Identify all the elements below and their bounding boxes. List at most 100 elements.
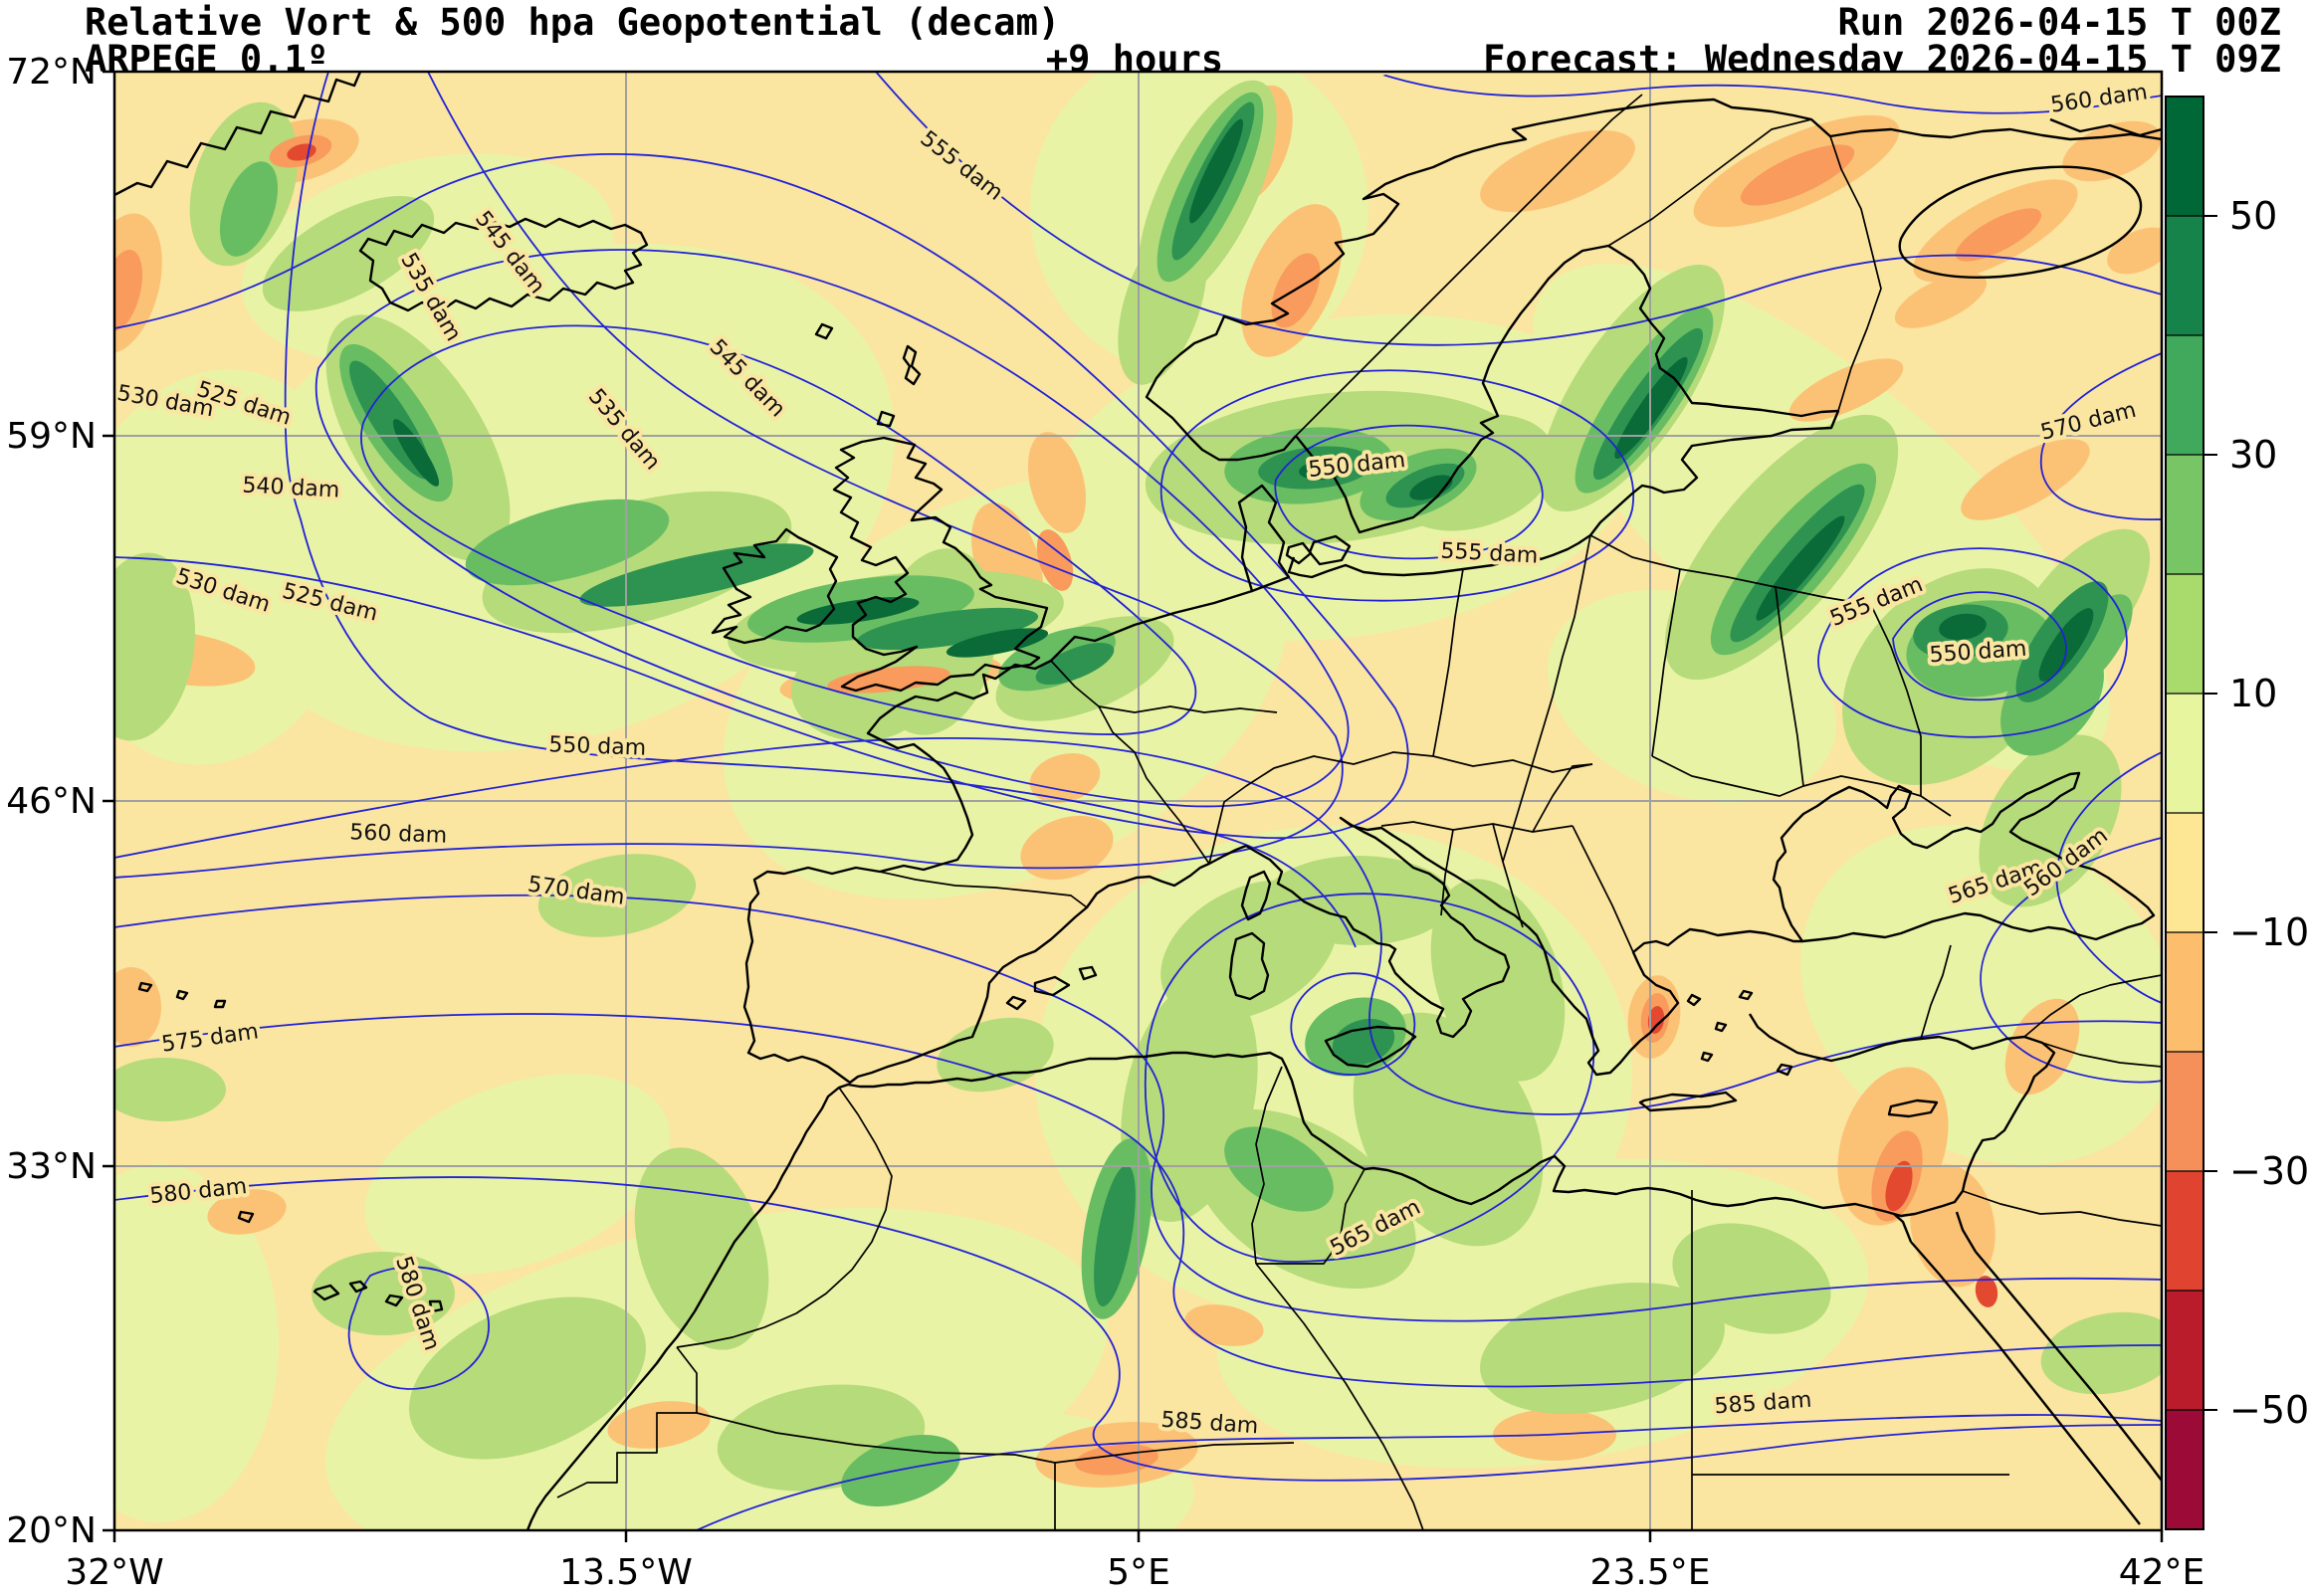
coastline bbox=[1776, 1063, 1793, 1077]
coastline bbox=[814, 322, 834, 340]
contour-label: 560 dam bbox=[349, 820, 448, 848]
lat-tick-label: 20°N bbox=[6, 1510, 97, 1551]
geopotential-contour bbox=[347, 1266, 490, 1390]
geopotential-contour bbox=[360, 324, 1197, 735]
coastline bbox=[1078, 965, 1098, 981]
colorbar-tick-label: 50 bbox=[2229, 194, 2277, 238]
country-border bbox=[1208, 751, 1434, 865]
vorticity-blob bbox=[1036, 529, 1074, 591]
country-border bbox=[556, 1346, 698, 1498]
colorbar-segment bbox=[2166, 1171, 2204, 1292]
vorticity-blob bbox=[219, 161, 279, 257]
vorticity-blob bbox=[1672, 1223, 1831, 1334]
vorticity-blob bbox=[1756, 515, 1845, 621]
coastline bbox=[384, 1294, 404, 1307]
country-border bbox=[1829, 135, 1882, 412]
country-border bbox=[1572, 825, 1634, 953]
geopotential-contour bbox=[315, 249, 1350, 808]
geopotential-contour bbox=[1290, 972, 1416, 1076]
lat-tick-label: 59°N bbox=[6, 416, 97, 457]
geopotential-contour bbox=[1892, 591, 2067, 701]
vorticity-blob bbox=[262, 195, 435, 312]
country-border bbox=[1251, 1066, 1283, 1265]
geopotential-contour bbox=[1274, 424, 1544, 560]
vorticity-blob bbox=[1955, 208, 2042, 262]
vorticity-blob bbox=[1264, 856, 1453, 945]
vorticity-blob bbox=[2107, 227, 2162, 275]
country-border bbox=[676, 1087, 893, 1348]
coastline bbox=[1714, 1021, 1728, 1033]
coastline bbox=[876, 410, 896, 428]
geopotential-contour bbox=[875, 72, 2162, 346]
graticule-layer bbox=[114, 72, 2162, 1530]
vorticity-blob bbox=[1885, 1160, 1913, 1212]
coastline bbox=[114, 72, 362, 197]
coastline bbox=[1898, 165, 2143, 279]
colorbar: 50 30 10 −10 −30 −50 bbox=[2165, 96, 2309, 1530]
geopotential-contour bbox=[1144, 893, 1595, 1263]
coastline bbox=[832, 436, 1049, 693]
country-border bbox=[1962, 1190, 2162, 1227]
lat-tick-label: 46°N bbox=[6, 781, 97, 822]
vorticity-blob bbox=[2040, 1311, 2162, 1395]
vorticity-blob bbox=[1975, 1276, 1998, 1307]
geopotential-contour bbox=[114, 72, 1344, 879]
coastline bbox=[525, 1013, 2056, 1530]
geopotential-contour bbox=[114, 1013, 2162, 1388]
vorticity-blob bbox=[1894, 273, 1988, 328]
country-border bbox=[1050, 660, 1210, 865]
vorticity-blob bbox=[1939, 613, 1987, 641]
vorticity-blob bbox=[114, 967, 161, 1047]
coastline bbox=[1686, 993, 1702, 1007]
coastline bbox=[1975, 1251, 2162, 1482]
contour-label: 550 dam bbox=[548, 732, 647, 760]
colorbar-segment bbox=[2166, 97, 2204, 217]
coastline bbox=[1700, 1051, 1714, 1063]
country-border bbox=[1432, 755, 1593, 773]
coastline bbox=[1772, 771, 2156, 943]
vorticity-blob bbox=[114, 552, 196, 741]
vorticity-blob bbox=[1020, 815, 1114, 881]
vorticity-blob bbox=[114, 249, 143, 332]
coastline bbox=[137, 981, 153, 993]
geopotential-contour bbox=[114, 1176, 2162, 1482]
country-border bbox=[1532, 763, 1593, 833]
vorticity-blob bbox=[1184, 1304, 1264, 1346]
vorticity-blob bbox=[465, 499, 670, 586]
coastline bbox=[711, 527, 839, 645]
colorbar-tick-label: 10 bbox=[2229, 672, 2277, 715]
colorbar-segment bbox=[2166, 813, 2204, 933]
coastline bbox=[213, 999, 227, 1009]
vorticity-blob bbox=[1647, 1006, 1665, 1034]
coastline bbox=[1738, 989, 1754, 1001]
vorticity-blob bbox=[856, 607, 1039, 651]
vorticity-blob bbox=[1480, 129, 1635, 213]
colorbar-segment bbox=[2166, 1410, 2204, 1530]
vorticity-blob bbox=[1027, 432, 1087, 533]
geopotential-contour bbox=[114, 737, 2162, 1115]
vorticity-blob bbox=[114, 1058, 226, 1121]
lon-tick-label: 5°E bbox=[1107, 1552, 1170, 1593]
vorticity-blob bbox=[1035, 643, 1115, 685]
country-border bbox=[1802, 775, 1952, 817]
geopotential-contour bbox=[114, 894, 2162, 1322]
country-border bbox=[1920, 944, 1952, 1040]
vorticity-blob bbox=[241, 153, 615, 364]
vorticity-blob bbox=[945, 628, 1049, 658]
country-border bbox=[1440, 829, 1454, 916]
coastline bbox=[1638, 1091, 1738, 1112]
country-border bbox=[879, 871, 1088, 908]
lon-tick-label: 13.5°W bbox=[559, 1552, 693, 1593]
lat-tick-label: 33°N bbox=[6, 1146, 97, 1187]
colorbar-segment bbox=[2166, 1291, 2204, 1411]
axis-layer: 72°N 59°N 46°N 33°N 20°N32°W 13.5°W 5°E 23.5°E 4… bbox=[6, 52, 2204, 1593]
lon-tick-label: 32°W bbox=[65, 1552, 163, 1593]
coastline bbox=[1145, 98, 2162, 462]
country-border bbox=[1775, 586, 1804, 787]
colorbar-segment bbox=[2166, 335, 2204, 456]
vorticity-blob bbox=[1299, 459, 1353, 481]
coastline bbox=[1893, 1213, 1913, 1243]
country-border bbox=[1492, 823, 1524, 928]
